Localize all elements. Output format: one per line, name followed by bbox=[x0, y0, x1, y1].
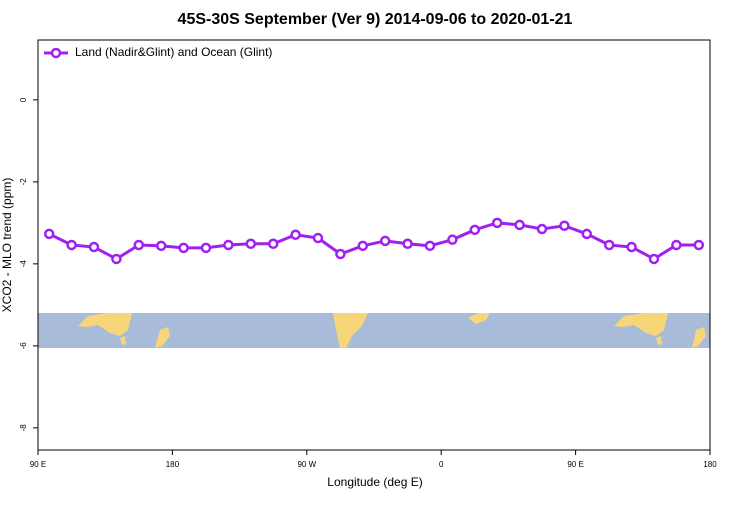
x-tick-label: 0 bbox=[439, 460, 444, 469]
point bbox=[133, 239, 145, 251]
point bbox=[536, 223, 548, 235]
y-tick-label: 0 bbox=[19, 97, 28, 102]
chart-title: 45S-30S September (Ver 9) 2014-09-06 to … bbox=[178, 11, 573, 28]
point bbox=[402, 238, 413, 250]
legend-marker bbox=[50, 47, 62, 59]
y-tick-label: -2 bbox=[19, 178, 28, 186]
point bbox=[648, 253, 660, 265]
point bbox=[379, 235, 391, 247]
x-tick-label: 180 bbox=[703, 460, 717, 469]
x-tick-label: 90 E bbox=[567, 460, 583, 469]
point bbox=[155, 240, 167, 252]
series-line bbox=[48, 221, 699, 261]
point bbox=[200, 242, 212, 254]
point bbox=[559, 220, 570, 231]
x-tick-label: 90 W bbox=[297, 460, 316, 469]
point bbox=[671, 239, 682, 251]
y-tick-label: -8 bbox=[19, 424, 28, 432]
point bbox=[245, 238, 257, 250]
point bbox=[514, 219, 525, 231]
x-tick-label: 180 bbox=[166, 460, 180, 469]
point bbox=[693, 239, 705, 251]
point bbox=[491, 217, 503, 229]
point bbox=[223, 239, 234, 251]
y-tick-label: -4 bbox=[19, 260, 28, 268]
point bbox=[626, 241, 637, 253]
point bbox=[581, 228, 593, 240]
point bbox=[66, 239, 77, 251]
point bbox=[447, 234, 458, 245]
point bbox=[111, 253, 122, 265]
x-tick-label: 90 E bbox=[30, 460, 46, 469]
point bbox=[469, 224, 481, 236]
y-tick-label: -6 bbox=[19, 342, 28, 350]
point bbox=[290, 229, 301, 240]
x-axis-label: Longitude (deg E) bbox=[327, 475, 422, 489]
point bbox=[178, 242, 189, 254]
point bbox=[312, 232, 324, 244]
y-axis-label: XCO2 - MLO trend (ppm) bbox=[0, 178, 14, 313]
point bbox=[267, 238, 279, 250]
point bbox=[424, 240, 436, 252]
map-band bbox=[38, 313, 710, 348]
point bbox=[43, 228, 55, 240]
point bbox=[88, 241, 100, 253]
legend-label: Land (Nadir&Glint) and Ocean (Glint) bbox=[75, 45, 272, 59]
point bbox=[603, 239, 615, 251]
point bbox=[357, 240, 369, 252]
point bbox=[335, 248, 346, 260]
plot-frame bbox=[37, 39, 711, 451]
